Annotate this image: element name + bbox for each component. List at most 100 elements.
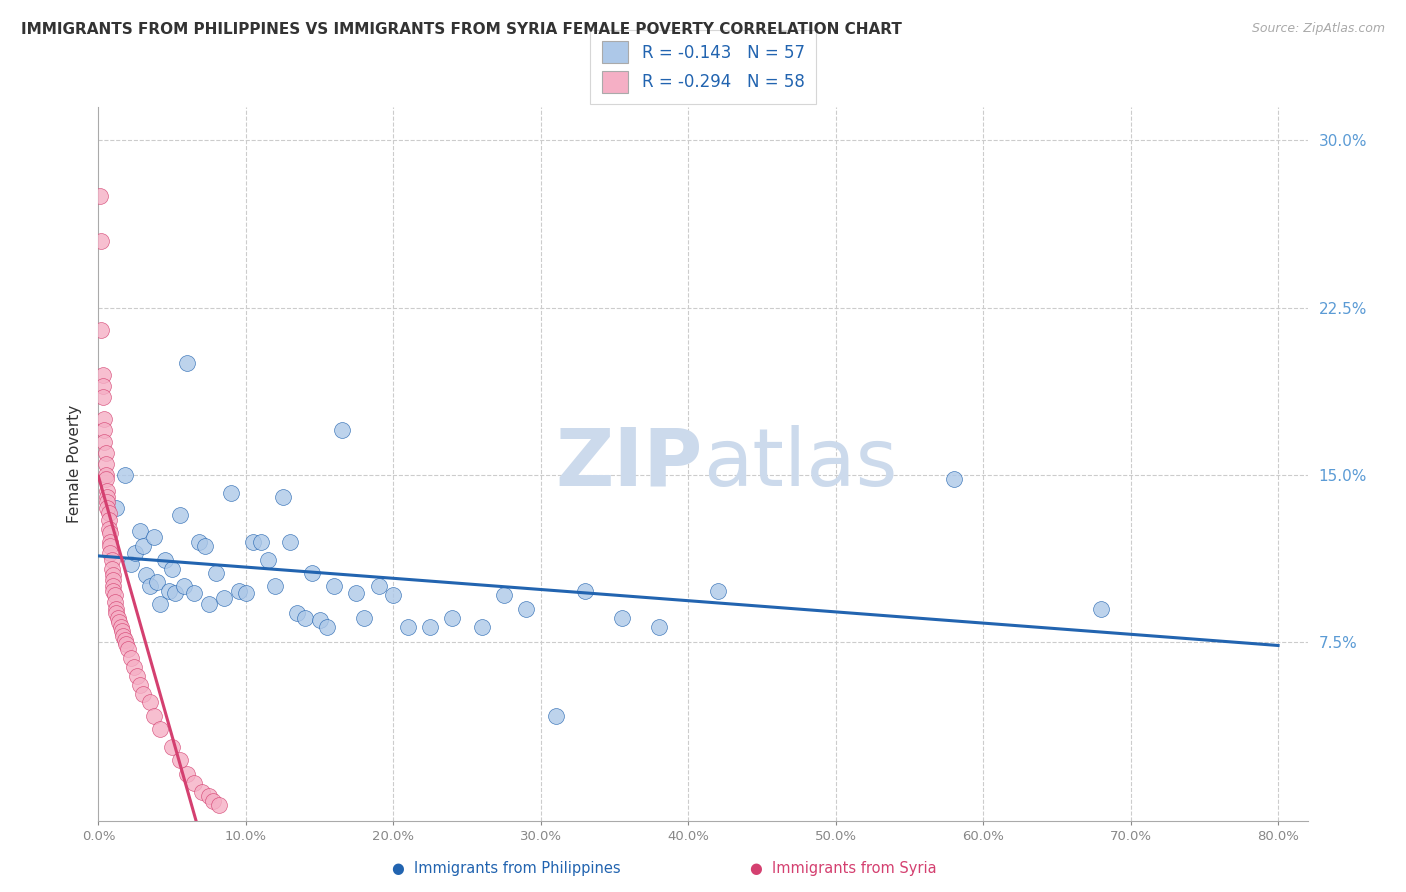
Point — [96, 490, 118, 504]
Point — [301, 566, 323, 581]
Point — [294, 611, 316, 625]
Point — [235, 586, 257, 600]
Point — [96, 494, 118, 508]
Point — [149, 598, 172, 612]
Point — [183, 586, 205, 600]
Point — [89, 189, 111, 203]
Point — [441, 611, 464, 625]
Text: Source: ZipAtlas.com: Source: ZipAtlas.com — [1251, 22, 1385, 36]
Point — [94, 473, 117, 487]
Point — [114, 467, 136, 482]
Point — [1090, 602, 1112, 616]
Point — [139, 580, 162, 594]
Point — [198, 598, 221, 612]
Point — [419, 619, 441, 633]
Point — [93, 424, 115, 438]
Point — [100, 562, 122, 576]
Point — [574, 583, 596, 598]
Point — [101, 580, 124, 594]
Point — [128, 678, 150, 692]
Point — [131, 687, 153, 701]
Point — [169, 753, 191, 767]
Point — [97, 521, 120, 535]
Point — [125, 669, 148, 683]
Text: atlas: atlas — [703, 425, 897, 503]
Point — [146, 575, 169, 590]
Point — [942, 473, 965, 487]
Point — [104, 589, 127, 603]
Point — [169, 508, 191, 523]
Point — [108, 615, 131, 630]
Point — [183, 776, 205, 790]
Point — [115, 637, 138, 651]
Point — [122, 660, 145, 674]
Point — [131, 539, 153, 553]
Point — [114, 633, 136, 648]
Point — [160, 740, 183, 755]
Point — [93, 412, 115, 426]
Y-axis label: Female Poverty: Female Poverty — [67, 405, 83, 523]
Point — [104, 595, 127, 609]
Point — [91, 368, 114, 382]
Point — [257, 552, 280, 567]
Point — [610, 611, 633, 625]
Point — [98, 526, 121, 541]
Point — [544, 708, 567, 723]
Point — [100, 552, 122, 567]
Point — [93, 434, 115, 449]
Point — [173, 580, 195, 594]
Point — [228, 583, 250, 598]
Point — [323, 580, 346, 594]
Point — [91, 390, 114, 404]
Point — [160, 562, 183, 576]
Point — [90, 234, 112, 248]
Point — [157, 583, 180, 598]
Point — [94, 446, 117, 460]
Text: ●  Immigrants from Syria: ● Immigrants from Syria — [751, 861, 936, 876]
Point — [648, 619, 671, 633]
Point — [264, 580, 287, 594]
Point — [212, 591, 235, 605]
Text: ●  Immigrants from Philippines: ● Immigrants from Philippines — [392, 861, 620, 876]
Legend: R = -0.143   N = 57, R = -0.294   N = 58: R = -0.143 N = 57, R = -0.294 N = 58 — [591, 29, 815, 104]
Point — [96, 501, 118, 516]
Point — [94, 467, 117, 482]
Point — [346, 586, 368, 600]
Text: ZIP: ZIP — [555, 425, 703, 503]
Point — [143, 708, 166, 723]
Point — [271, 490, 294, 504]
Point — [249, 535, 271, 549]
Point — [153, 552, 176, 567]
Point — [219, 485, 242, 500]
Point — [316, 619, 339, 633]
Point — [194, 539, 217, 553]
Point — [208, 798, 231, 813]
Point — [97, 512, 120, 526]
Point — [198, 789, 221, 804]
Point — [98, 539, 121, 553]
Point — [105, 602, 128, 616]
Point — [101, 568, 124, 582]
Point — [135, 568, 157, 582]
Point — [101, 573, 124, 587]
Point — [90, 323, 112, 337]
Point — [706, 583, 728, 598]
Point — [96, 483, 118, 498]
Point — [112, 628, 135, 642]
Point — [492, 589, 515, 603]
Point — [190, 785, 212, 799]
Point — [202, 794, 225, 808]
Point — [242, 535, 264, 549]
Point — [287, 607, 309, 621]
Point — [124, 546, 146, 560]
Point — [139, 696, 162, 710]
Point — [382, 589, 405, 603]
Point — [98, 535, 121, 549]
Point — [97, 506, 120, 520]
Point — [111, 624, 134, 639]
Point — [367, 580, 389, 594]
Point — [149, 723, 172, 737]
Point — [515, 602, 537, 616]
Point — [120, 557, 142, 572]
Point — [94, 457, 117, 471]
